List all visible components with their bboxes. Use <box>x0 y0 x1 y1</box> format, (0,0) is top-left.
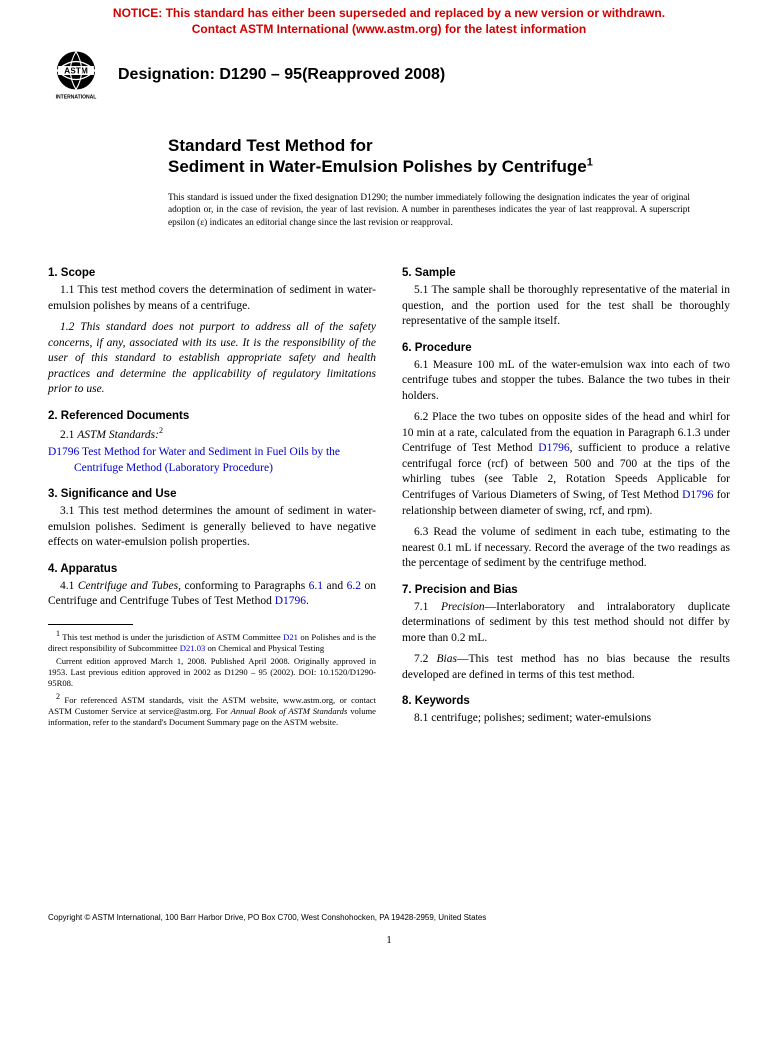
f1a: This test method is under the jurisdicti… <box>60 632 283 642</box>
sec2-p1: 2.1 ASTM Standards:2 <box>48 426 376 443</box>
ref-title: Test Method for Water and Sediment in Fu… <box>74 446 340 474</box>
sec4-p1c: conforming to Paragraphs <box>181 580 309 592</box>
sec4-p1: 4.1 Centrifuge and Tubes, conforming to … <box>48 579 376 610</box>
designation: Designation: D1290 – 95(Reapproved 2008) <box>118 66 445 84</box>
sec7-p1a: 7.1 <box>414 601 441 613</box>
title-block: Standard Test Method for Sediment in Wat… <box>168 135 690 229</box>
footnote-rule <box>48 624 133 625</box>
page-body: ASTM INTERNATIONAL Designation: D1290 – … <box>0 47 778 975</box>
sec8-head: 8. Keywords <box>402 695 730 707</box>
left-column: 1. Scope 1.1 This test method covers the… <box>48 255 376 732</box>
sec7-head: 7. Precision and Bias <box>402 584 730 596</box>
footnote-1b: Current edition approved March 1, 2008. … <box>48 656 376 690</box>
svg-text:INTERNATIONAL: INTERNATIONAL <box>56 95 97 101</box>
sec7-p2b: Bias <box>436 653 456 665</box>
astm-logo: ASTM INTERNATIONAL <box>48 47 104 103</box>
notice-line1: NOTICE: This standard has either been su… <box>113 6 665 20</box>
sec2-p1b: ASTM Standards: <box>77 429 159 441</box>
sec1-head: 1. Scope <box>48 267 376 279</box>
link-d1796-b[interactable]: D1796 <box>538 442 569 454</box>
svg-text:ASTM: ASTM <box>64 66 88 76</box>
footnote-2: 2 For referenced ASTM standards, visit t… <box>48 692 376 728</box>
issuance-note: This standard is issued under the fixed … <box>168 192 690 230</box>
sec4-head: 4. Apparatus <box>48 563 376 575</box>
sec3-head: 3. Significance and Use <box>48 488 376 500</box>
ref-code: D1796 <box>48 446 79 458</box>
notice-line2: Contact ASTM International (www.astm.org… <box>192 22 586 36</box>
sec4-p1f: . <box>306 595 309 607</box>
sec8-p1: 8.1 centrifuge; polishes; sediment; wate… <box>402 711 730 727</box>
sec1-p2: 1.2 This standard does not purport to ad… <box>48 320 376 398</box>
sec1-p1: 1.1 This test method covers the determin… <box>48 283 376 314</box>
sec2-head: 2. Referenced Documents <box>48 410 376 422</box>
sec7-p1: 7.1 Precision—Interlaboratory and intral… <box>402 600 730 647</box>
sec4-p1d: and <box>323 580 347 592</box>
sec6-p2: 6.2 Place the two tubes on opposite side… <box>402 410 730 519</box>
footnote-1: 1 This test method is under the jurisdic… <box>48 629 376 654</box>
sec7-p2a: 7.2 <box>414 653 436 665</box>
link-d1796-a[interactable]: D1796 <box>275 595 306 607</box>
link-6-2[interactable]: 6.2 <box>347 580 361 592</box>
sec5-p1: 5.1 The sample shall be thoroughly repre… <box>402 283 730 330</box>
notice-banner: NOTICE: This standard has either been su… <box>0 0 778 41</box>
link-6-1[interactable]: 6.1 <box>309 580 323 592</box>
sec5-head: 5. Sample <box>402 267 730 279</box>
title-sup: 1 <box>587 157 593 169</box>
title-main-text: Sediment in Water-Emulsion Polishes by C… <box>168 157 587 176</box>
link-d21-03[interactable]: D21.03 <box>180 643 206 653</box>
title-prefix: Standard Test Method for <box>168 135 690 156</box>
sec7-p1b: Precision <box>441 601 485 613</box>
sec4-p1a: 4.1 <box>60 580 78 592</box>
header-row: ASTM INTERNATIONAL Designation: D1290 – … <box>48 47 730 103</box>
right-column: 5. Sample 5.1 The sample shall be thorou… <box>402 255 730 732</box>
sec6-head: 6. Procedure <box>402 342 730 354</box>
sec2-sup: 2 <box>159 426 163 435</box>
link-d1796-c[interactable]: D1796 <box>682 489 713 501</box>
title-main: Sediment in Water-Emulsion Polishes by C… <box>168 156 690 177</box>
ref-d1796-link[interactable]: D1796 <box>48 446 79 458</box>
page-number: 1 <box>48 934 730 946</box>
f2b: Annual Book of ASTM Standards <box>231 706 348 716</box>
sec7-p2: 7.2 Bias—This test method has no bias be… <box>402 652 730 683</box>
link-d21[interactable]: D21 <box>283 632 298 642</box>
sec2-ref: D1796 Test Method for Water and Sediment… <box>48 445 376 476</box>
sec4-p1b: Centrifuge and Tubes, <box>78 580 181 592</box>
f1c: on Chemical and Physical Testing <box>205 643 324 653</box>
sec3-p1: 3.1 This test method determines the amou… <box>48 504 376 551</box>
copyright-line: Copyright © ASTM International, 100 Barr… <box>48 913 730 922</box>
two-column-body: 1. Scope 1.1 This test method covers the… <box>48 255 730 732</box>
sec6-p1: 6.1 Measure 100 mL of the water-emulsion… <box>402 358 730 405</box>
sec6-p3: 6.3 Read the volume of sediment in each … <box>402 525 730 572</box>
sec2-p1a: 2.1 <box>60 429 77 441</box>
